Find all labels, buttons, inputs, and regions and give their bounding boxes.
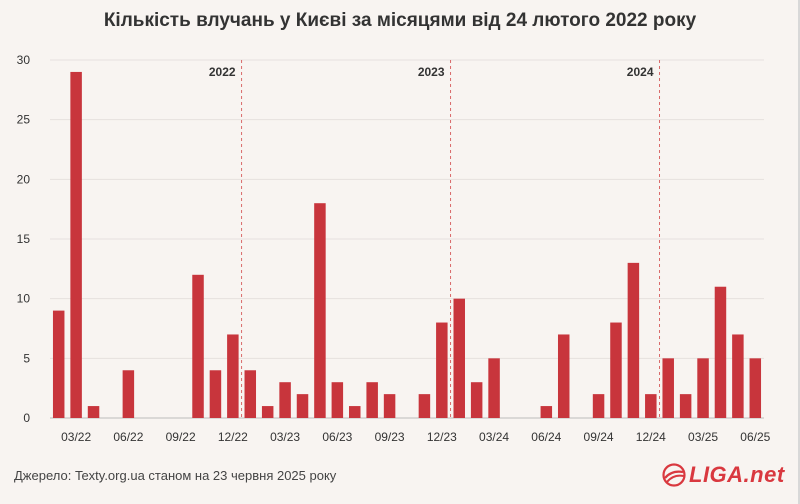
- x-axis-ticks: 03/22 06/22 09/22 12/22 03/23 06/23 09/23 12/23…: [61, 430, 771, 444]
- x-tick-label: 09/23: [375, 430, 405, 444]
- source-note: Джерело: Texty.org.ua станом на 23 червн…: [14, 468, 337, 483]
- chart-title: Кількість влучань у Києві за місяцями ві…: [103, 10, 697, 31]
- bar-04/23: [296, 394, 309, 418]
- bar-01/25: [662, 358, 674, 418]
- bar-06/24: [540, 406, 553, 418]
- bar-09/23: [383, 394, 396, 418]
- y-axis-ticks: 0 5 10 15 20 25 30: [17, 53, 31, 425]
- x-tick-label: 03/22: [61, 430, 91, 444]
- year-label: 2023: [418, 65, 445, 79]
- y-tick-label: 20: [17, 172, 31, 186]
- bar-12/23: [436, 322, 448, 418]
- bar-04/25: [714, 286, 727, 418]
- bar-02/22: [52, 310, 65, 418]
- bar-01/24: [453, 298, 465, 418]
- bar-11/22: [209, 370, 222, 418]
- y-tick-label: 15: [17, 232, 31, 246]
- bar-02/24: [470, 382, 483, 418]
- bar-09/24: [592, 394, 605, 418]
- y-tick-label: 0: [23, 411, 30, 425]
- bar-10/22: [192, 274, 204, 418]
- bar-08/23: [366, 382, 378, 418]
- y-tick-label: 25: [17, 113, 31, 127]
- bar-05/23: [314, 203, 326, 418]
- bar-10/24: [610, 322, 622, 418]
- x-tick-label: 06/22: [113, 430, 143, 444]
- bar-01/23: [244, 370, 257, 418]
- bar-07/24: [557, 334, 570, 418]
- bar-11/24: [627, 262, 640, 418]
- y-tick-label: 10: [17, 292, 31, 306]
- x-tick-label: 12/22: [218, 430, 248, 444]
- logo-text: LIGA.net: [689, 462, 785, 487]
- bar-03/23: [279, 382, 291, 418]
- x-tick-label: 06/24: [531, 430, 561, 444]
- year-annotations: 2022 2023 2024: [209, 60, 661, 418]
- bar-04/22: [87, 406, 100, 418]
- x-tick-label: 03/25: [688, 430, 718, 444]
- bar-02/23: [261, 406, 274, 418]
- bar-12/24: [645, 394, 657, 418]
- bar-07/23: [349, 406, 361, 418]
- bar-06/23: [331, 382, 344, 418]
- bar-06/25: [749, 358, 762, 418]
- bar-chart: 0 5 10 15 20 25 30 2022 2023 2024 03/22 06/22 09/2…: [17, 53, 771, 444]
- year-label: 2022: [209, 65, 236, 79]
- window-edge: [798, 0, 800, 504]
- bar-11/23: [418, 394, 431, 418]
- bar-02/25: [679, 394, 692, 418]
- grid-lines: [50, 59, 764, 419]
- x-tick-label: 06/25: [740, 430, 770, 444]
- bar-03/25: [697, 358, 709, 418]
- x-tick-label: 09/22: [166, 430, 196, 444]
- bar-03/22: [70, 71, 82, 418]
- x-tick-label: 03/24: [479, 430, 509, 444]
- y-tick-label: 30: [17, 53, 31, 67]
- x-tick-label: 12/24: [636, 430, 666, 444]
- liga-logo[interactable]: LIGA.net: [662, 460, 785, 490]
- bar-06/22: [122, 370, 135, 418]
- y-tick-label: 5: [23, 351, 30, 365]
- year-label: 2024: [627, 65, 654, 79]
- bars: [52, 71, 762, 418]
- x-tick-label: 12/23: [427, 430, 457, 444]
- bar-05/25: [732, 334, 744, 418]
- x-tick-label: 09/24: [584, 430, 614, 444]
- logo-icon: [662, 463, 686, 487]
- bar-03/24: [488, 358, 500, 418]
- bar-12/22: [227, 334, 239, 418]
- x-tick-label: 03/23: [270, 430, 300, 444]
- x-tick-label: 06/23: [322, 430, 352, 444]
